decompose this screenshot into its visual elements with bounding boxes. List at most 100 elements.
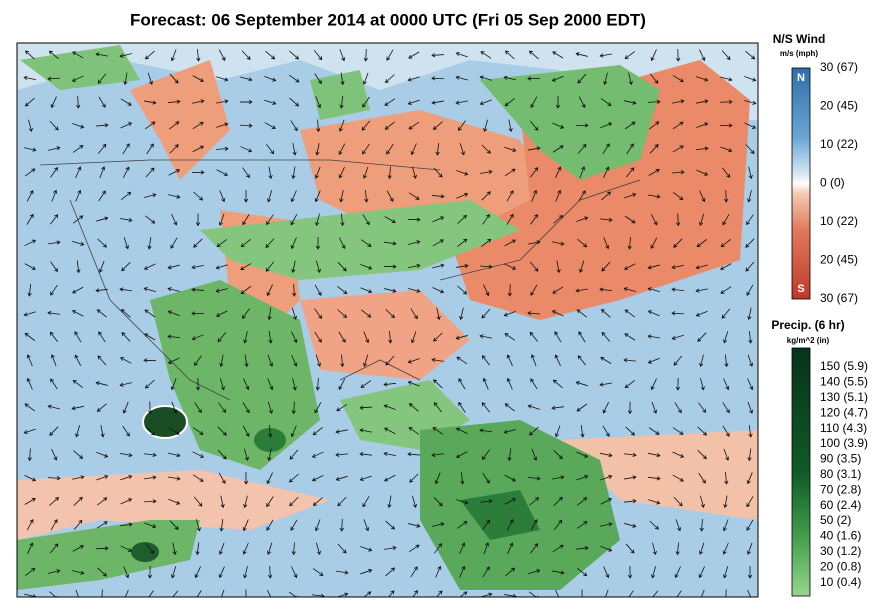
wind-arrow [576, 474, 589, 481]
wind-arrow [432, 239, 444, 247]
wind-arrow [97, 567, 107, 577]
wind-arrow [74, 354, 82, 367]
wind-arrow [267, 448, 272, 462]
wind-arrow [433, 402, 442, 413]
wind-arrow [244, 354, 249, 368]
wind-arrow [388, 330, 393, 344]
wind-arrow [360, 239, 372, 247]
wind-arrow [120, 452, 133, 458]
wind-arrow [172, 542, 177, 556]
wind-arrow [242, 214, 250, 226]
wind-arrow [695, 264, 708, 270]
wind-arrow [627, 236, 632, 250]
wind-arrow [147, 565, 153, 579]
wind-arrow [695, 288, 708, 293]
wind-arrow [480, 51, 492, 59]
wind-legend-title: N/S Wind [773, 32, 826, 46]
wind-arrow [168, 498, 181, 505]
wind-arrow [49, 497, 60, 506]
wind-arrow [575, 380, 588, 387]
wind-arrow [27, 283, 32, 297]
wind-arrow [506, 213, 514, 225]
wind-arrow [243, 378, 250, 391]
wind-arrow [364, 189, 369, 203]
wind-arrow [24, 50, 35, 60]
wind-arrow [623, 263, 636, 270]
wind-arrow [698, 542, 705, 555]
wind-arrow [144, 475, 157, 480]
wind-arrow [289, 97, 300, 107]
precip-legend-label: 70 (2.8) [820, 482, 861, 496]
wind-arrow [408, 403, 419, 412]
wind-arrow [48, 146, 61, 151]
wind-arrow [479, 498, 493, 504]
wind-arrow [504, 239, 516, 247]
wind-arrow [506, 354, 513, 367]
wind-arrow [506, 377, 513, 390]
wind-arrow [96, 403, 107, 412]
wind-arrow [268, 424, 273, 438]
wind-arrow [289, 496, 299, 507]
wind-arrow [291, 307, 297, 320]
wind-arrow [744, 76, 757, 82]
wind-arrow [408, 263, 421, 269]
precip-legend-label: 20 (0.8) [820, 559, 861, 573]
wind-arrow [191, 311, 205, 316]
wind-arrow [529, 331, 539, 342]
wind-arrow [647, 99, 661, 104]
wind-arrow [361, 120, 371, 131]
wind-arrow [409, 473, 419, 483]
wind-arrow [578, 96, 586, 109]
wind-arrow [338, 166, 345, 179]
wind-arrow [552, 379, 563, 389]
wind-arrow [455, 335, 468, 340]
wind-arrow [553, 496, 563, 506]
wind-arrow [362, 72, 369, 85]
wind-arrow [384, 74, 395, 84]
wind-arrow [581, 589, 583, 597]
wind-arrow [290, 120, 298, 132]
wind-arrow [217, 332, 227, 343]
wind-arrow [218, 402, 227, 413]
wind-arrow [479, 264, 493, 269]
wind-arrow [385, 567, 396, 577]
wind-arrow [483, 119, 488, 133]
wind-arrow [746, 519, 754, 531]
wind-arrow [481, 191, 491, 201]
wind-arrow [528, 569, 541, 575]
wind-arrow [599, 53, 612, 58]
wind-arrow [122, 166, 130, 179]
wind-arrow [120, 545, 133, 552]
wind-arrow [479, 75, 492, 81]
wind-arrow [340, 213, 345, 227]
wind-arrow [314, 519, 321, 532]
wind-arrow [482, 566, 490, 578]
wind-arrow [504, 97, 515, 107]
wind-arrow [580, 425, 585, 438]
wind-arrow [626, 143, 634, 155]
wind-arrow [171, 401, 178, 414]
wind-arrow [460, 471, 465, 485]
wind-arrow [170, 590, 179, 597]
wind-arrow [145, 167, 155, 178]
wind-arrow [506, 190, 514, 202]
wind-arrow [195, 213, 201, 227]
wind-arrow [432, 263, 445, 269]
wind-arrow [650, 237, 658, 249]
precip-legend-label: 10 (0.4) [820, 575, 861, 589]
wind-arrow [552, 475, 565, 480]
wind-arrow [649, 520, 659, 530]
wind-arrow [340, 354, 345, 368]
wind-arrow [192, 75, 204, 82]
wind-arrow [506, 519, 514, 531]
wind-arrow [385, 520, 396, 530]
wind-arrow [553, 519, 563, 530]
wind-arrow [623, 452, 637, 458]
wind-arrow [700, 378, 705, 391]
wind-arrow [530, 543, 539, 554]
wind-arrow [335, 429, 348, 434]
wind-arrow [144, 522, 157, 529]
wind-arrow [530, 214, 539, 225]
wind-arrow [480, 169, 493, 175]
wind-arrow [193, 191, 204, 201]
